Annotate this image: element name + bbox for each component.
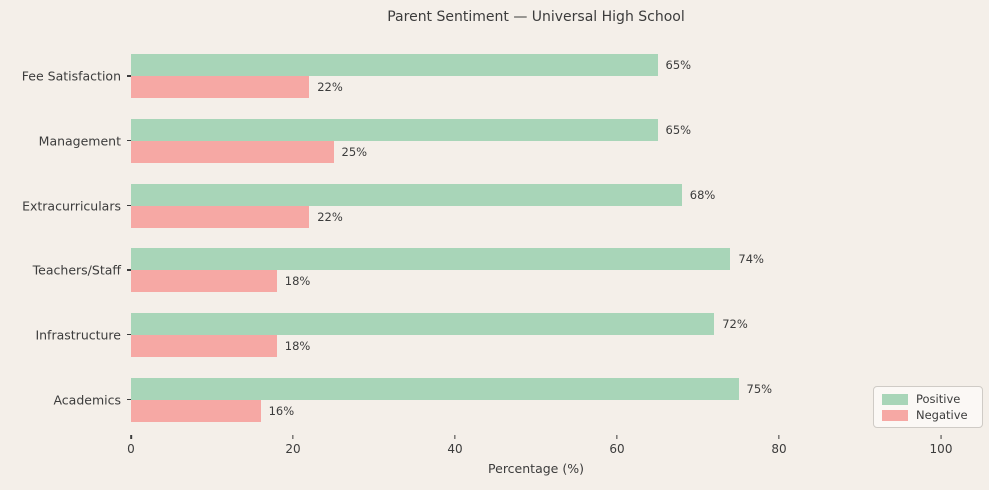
y-tick-mark bbox=[127, 204, 131, 207]
x-tick-label: 80 bbox=[771, 442, 787, 456]
x-tick-mark bbox=[454, 435, 456, 439]
bar-positive bbox=[131, 377, 739, 400]
value-label: 25% bbox=[341, 144, 368, 159]
legend-item-positive: Positive bbox=[882, 392, 974, 406]
value-label: 16% bbox=[268, 403, 295, 418]
value-label: 72% bbox=[722, 316, 748, 331]
x-tick-label: 0 bbox=[127, 442, 135, 456]
legend-swatch-negative bbox=[882, 409, 908, 421]
x-tick-mark bbox=[940, 435, 942, 439]
x-tick-label: 40 bbox=[447, 442, 463, 456]
value-label: 65% bbox=[665, 122, 692, 137]
x-tick-mark bbox=[292, 435, 294, 439]
x-tick: 20 bbox=[285, 432, 301, 456]
bar-negative bbox=[131, 140, 334, 163]
x-tick: 60 bbox=[609, 432, 625, 456]
bar-track: 68% bbox=[131, 183, 941, 206]
bar-positive bbox=[131, 183, 682, 206]
category-row: Infrastructure 72% 18% bbox=[35, 303, 941, 368]
x-axis-label: Percentage (%) bbox=[488, 461, 584, 476]
bar-track: 65% bbox=[131, 118, 941, 141]
category-label: Teachers/Staff bbox=[32, 262, 121, 278]
value-label: 68% bbox=[689, 187, 716, 202]
bar-track: 18% bbox=[131, 270, 941, 293]
x-tick-mark bbox=[616, 435, 618, 439]
category-label: Management bbox=[38, 133, 121, 149]
category-row: Teachers/Staff 74% 18% bbox=[33, 238, 941, 303]
bar-track: 74% bbox=[131, 248, 941, 271]
bar-track: 16% bbox=[131, 399, 941, 422]
y-tick-mark bbox=[127, 75, 131, 77]
y-tick-mark bbox=[127, 269, 131, 271]
value-label: 65% bbox=[665, 58, 692, 73]
category-row: Management 65% 25% bbox=[39, 109, 941, 174]
bar-negative bbox=[131, 334, 277, 357]
bar-track: 22% bbox=[131, 76, 941, 99]
x-tick: 40 bbox=[447, 432, 463, 456]
category-row: Fee Satisfaction 65% 22% bbox=[22, 44, 941, 109]
x-tick: 0 bbox=[127, 432, 135, 456]
x-tick-label: 20 bbox=[285, 442, 301, 456]
x-tick-mark bbox=[778, 435, 780, 439]
value-label: 22% bbox=[317, 209, 343, 224]
value-label: 22% bbox=[317, 80, 343, 95]
x-tick-mark bbox=[130, 435, 132, 439]
category-label: Infrastructure bbox=[35, 327, 121, 343]
bar-positive bbox=[131, 118, 658, 141]
x-tick: 100 bbox=[929, 432, 953, 456]
bar-track: 18% bbox=[131, 334, 941, 357]
bar-track: 22% bbox=[131, 205, 941, 228]
chart-title: Parent Sentiment — Universal High School bbox=[387, 9, 685, 25]
value-label: 74% bbox=[738, 252, 764, 267]
y-tick-mark bbox=[127, 333, 131, 336]
bar-negative bbox=[131, 399, 261, 422]
plot-area: Fee Satisfaction 65% 22% Management 65% 25% Ex… bbox=[22, 44, 941, 432]
legend-item-negative: Negative bbox=[882, 408, 974, 422]
category-row: Extracurriculars 68% 22% bbox=[22, 173, 941, 238]
legend-label-positive: Positive bbox=[916, 392, 961, 406]
category-label: Academics bbox=[53, 392, 121, 408]
bar-negative bbox=[131, 270, 277, 293]
bar-track: 75% bbox=[131, 377, 941, 400]
bar-track: 25% bbox=[131, 140, 941, 163]
bar-positive bbox=[131, 312, 715, 335]
bar-negative bbox=[131, 76, 310, 99]
value-label: 18% bbox=[284, 338, 311, 353]
x-tick: 80 bbox=[771, 432, 787, 456]
category-label: Fee Satisfaction bbox=[21, 68, 121, 84]
value-label: 18% bbox=[284, 274, 311, 289]
category-label: Extracurriculars bbox=[22, 198, 121, 214]
bar-track: 72% bbox=[131, 312, 941, 335]
legend-label-negative: Negative bbox=[916, 408, 968, 422]
category-row: Academics 75% 16% bbox=[53, 367, 941, 432]
legend: Positive Negative bbox=[873, 386, 983, 428]
bar-positive bbox=[131, 248, 731, 271]
x-tick-label: 100 bbox=[929, 442, 953, 456]
y-tick-mark bbox=[127, 398, 131, 401]
x-axis: 0 20 40 60 80 100 bbox=[127, 432, 952, 462]
y-tick-mark bbox=[127, 139, 131, 142]
bar-negative bbox=[131, 205, 310, 228]
bar-track: 65% bbox=[131, 54, 941, 77]
value-label: 75% bbox=[746, 381, 773, 396]
legend-swatch-positive bbox=[882, 393, 908, 405]
x-tick-label: 60 bbox=[609, 442, 625, 456]
bar-positive bbox=[131, 54, 658, 77]
